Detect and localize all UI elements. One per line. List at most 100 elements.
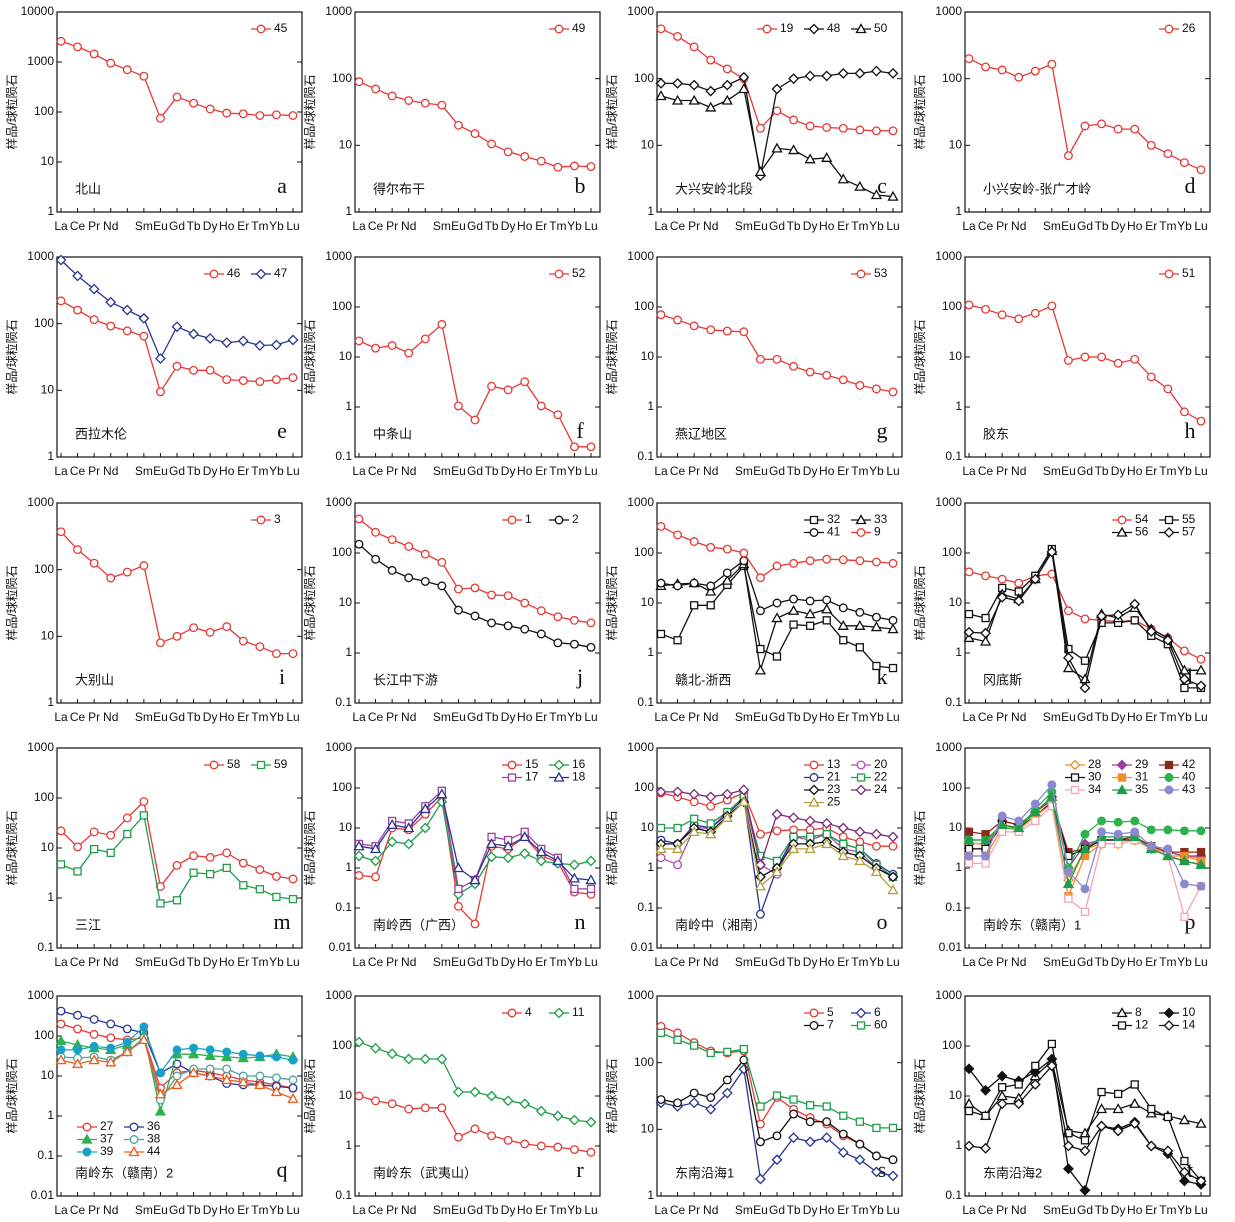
y-axis-label: 样品/球粒陨石 <box>912 74 927 149</box>
marker <box>981 1111 990 1121</box>
legend-label: 57 <box>1182 525 1196 539</box>
marker <box>656 853 666 863</box>
marker <box>271 339 282 351</box>
marker <box>1145 626 1157 637</box>
marker <box>1080 352 1090 362</box>
legend-marker <box>554 515 564 525</box>
marker <box>254 1079 266 1090</box>
marker <box>772 598 782 608</box>
marker <box>569 639 579 649</box>
region-label: 大兴安岭北段 <box>675 181 753 196</box>
marker <box>154 1088 167 1099</box>
marker <box>963 1063 975 1075</box>
marker <box>1196 416 1206 426</box>
x-tick-label: Tb <box>787 219 801 233</box>
marker <box>520 1139 530 1149</box>
x-tick-label: La <box>352 955 366 969</box>
legend-marker <box>256 515 266 525</box>
marker <box>706 601 715 610</box>
marker <box>437 319 447 329</box>
marker <box>980 1084 991 1096</box>
x-tick-label: Ho <box>819 464 835 478</box>
marker <box>487 381 497 391</box>
marker <box>520 624 530 634</box>
marker <box>771 1154 783 1166</box>
marker <box>271 110 281 120</box>
marker <box>1063 1140 1074 1152</box>
x-tick-label: Ho <box>819 219 835 233</box>
x-tick-label: Sm <box>1043 464 1061 478</box>
x-tick-label: Gd <box>1077 219 1093 233</box>
y-tick-label: 1 <box>345 1138 352 1152</box>
legend-label: 45 <box>274 21 288 35</box>
marker <box>56 826 66 836</box>
x-tick-label: Lu <box>886 1203 899 1217</box>
marker <box>871 557 881 567</box>
marker <box>569 1145 579 1154</box>
x-tick-label: Tb <box>187 1203 201 1217</box>
legend-label: 58 <box>227 757 241 771</box>
x-tick-label: Yb <box>1177 464 1192 478</box>
x-tick-label: Yb <box>869 710 884 724</box>
legend-marker <box>81 1133 93 1144</box>
x-tick-label: La <box>962 464 976 478</box>
marker <box>1112 1125 1124 1137</box>
marker <box>855 1117 865 1126</box>
x-tick-label: Tb <box>485 464 499 478</box>
x-tick-label: La <box>962 219 976 233</box>
legend-label: 36 <box>147 1119 161 1133</box>
legend-label: 40 <box>1182 770 1196 784</box>
y-axis-label: 样品/球粒陨石 <box>912 319 927 394</box>
y-tick-label: 100 <box>942 780 962 794</box>
y-tick-label: 10 <box>641 820 655 834</box>
panel-letter: f <box>576 418 584 443</box>
marker <box>139 71 149 81</box>
marker <box>771 612 783 623</box>
panel-letter: r <box>576 1157 584 1182</box>
marker <box>453 605 463 615</box>
y-tick-label: 0.1 <box>335 695 352 709</box>
x-tick-label: Eu <box>1061 710 1076 724</box>
marker <box>1063 356 1073 365</box>
x-tick-label: Gd <box>467 955 483 969</box>
marker <box>73 42 83 52</box>
x-tick-label: Er <box>837 219 849 233</box>
marker <box>106 830 116 840</box>
marker <box>821 818 833 829</box>
marker <box>138 312 150 324</box>
plot-frame <box>354 11 601 213</box>
marker <box>503 147 513 157</box>
y-tick-label: 100 <box>332 71 352 85</box>
marker <box>287 334 299 346</box>
marker <box>673 530 683 540</box>
x-tick-label: La <box>54 1203 68 1217</box>
legend-label: 3 <box>274 512 281 526</box>
marker <box>238 109 248 119</box>
marker <box>205 104 215 114</box>
marker <box>106 1043 116 1053</box>
marker <box>1179 673 1190 685</box>
marker <box>739 548 749 558</box>
x-tick-label: Dy <box>501 710 516 724</box>
marker <box>255 1071 265 1081</box>
x-tick-label: Yb <box>1177 219 1192 233</box>
x-tick-label: Tm <box>1159 219 1176 233</box>
marker <box>1062 878 1075 889</box>
marker <box>854 826 866 838</box>
marker <box>288 1075 298 1085</box>
marker <box>222 848 232 858</box>
x-tick-label: Ce <box>368 710 384 724</box>
x-tick-label: Tm <box>851 955 868 969</box>
panel-letter: a <box>277 173 287 198</box>
legend-marker <box>809 528 819 537</box>
marker <box>888 1123 898 1133</box>
marker <box>1163 825 1173 835</box>
marker <box>503 1135 513 1145</box>
marker <box>535 1105 547 1117</box>
marker <box>1178 855 1191 866</box>
y-tick-label: 1 <box>345 645 352 659</box>
marker <box>585 855 597 867</box>
marker <box>106 1033 116 1043</box>
y-tick-label: 1 <box>47 890 54 904</box>
y-tick-label: 1000 <box>27 249 54 263</box>
